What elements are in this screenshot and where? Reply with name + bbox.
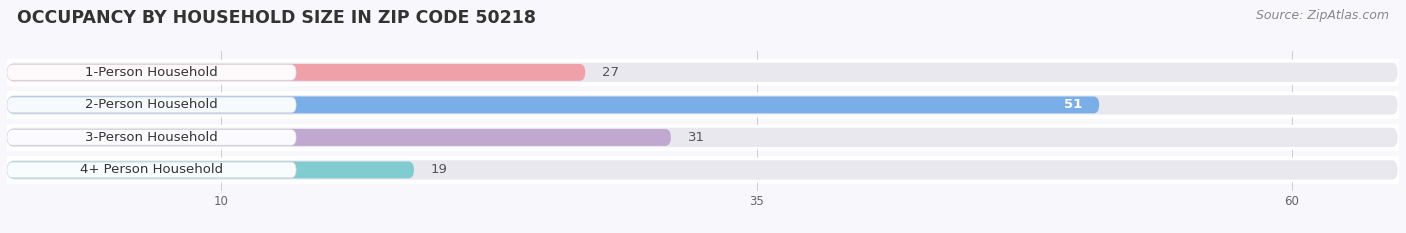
Text: 51: 51 — [1064, 98, 1083, 111]
Text: 1-Person Household: 1-Person Household — [86, 66, 218, 79]
FancyBboxPatch shape — [7, 124, 1399, 151]
FancyBboxPatch shape — [7, 61, 1399, 83]
FancyBboxPatch shape — [7, 94, 1399, 116]
Text: 2-Person Household: 2-Person Household — [86, 98, 218, 111]
FancyBboxPatch shape — [7, 126, 1399, 148]
Text: 27: 27 — [602, 66, 620, 79]
FancyBboxPatch shape — [7, 130, 297, 145]
FancyBboxPatch shape — [7, 59, 1399, 86]
FancyBboxPatch shape — [7, 65, 297, 80]
FancyBboxPatch shape — [7, 159, 1399, 181]
FancyBboxPatch shape — [7, 161, 413, 178]
Text: OCCUPANCY BY HOUSEHOLD SIZE IN ZIP CODE 50218: OCCUPANCY BY HOUSEHOLD SIZE IN ZIP CODE … — [17, 9, 536, 27]
FancyBboxPatch shape — [7, 156, 1399, 184]
Text: 19: 19 — [432, 163, 449, 176]
Text: 3-Person Household: 3-Person Household — [86, 131, 218, 144]
FancyBboxPatch shape — [7, 162, 297, 178]
Text: 31: 31 — [688, 131, 704, 144]
Text: Source: ZipAtlas.com: Source: ZipAtlas.com — [1256, 9, 1389, 22]
FancyBboxPatch shape — [7, 129, 671, 146]
Text: 4+ Person Household: 4+ Person Household — [80, 163, 224, 176]
FancyBboxPatch shape — [7, 91, 1399, 119]
FancyBboxPatch shape — [7, 96, 1099, 113]
FancyBboxPatch shape — [7, 97, 297, 113]
FancyBboxPatch shape — [7, 64, 585, 81]
